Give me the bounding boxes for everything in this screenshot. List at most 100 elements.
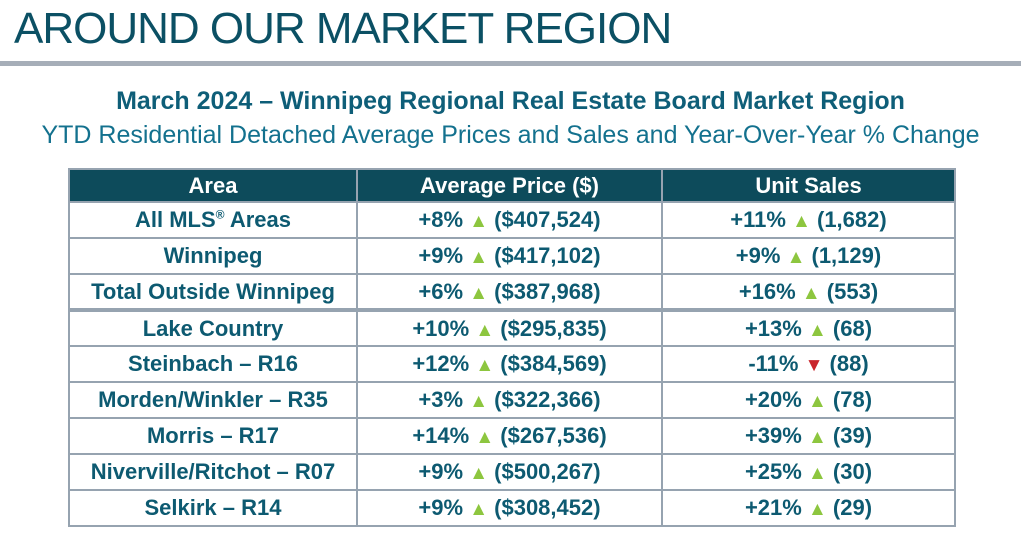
up-triangle-icon: ▲ [469, 391, 489, 412]
up-triangle-icon: ▲ [469, 499, 489, 520]
up-triangle-icon: ▲ [807, 391, 827, 412]
column-header-average-price: Average Price ($) [356, 168, 663, 203]
sales-value: (68) [832, 315, 873, 341]
column-header-unit-sales: Unit Sales [661, 168, 956, 203]
price-value: ($384,569) [500, 351, 607, 376]
sales-change: +20% [744, 387, 802, 412]
sales-change: +11% [730, 207, 786, 232]
price-cell: +6% ▲ ($387,968) [356, 273, 663, 311]
price-change: +10% [412, 315, 470, 341]
table-row: Morden/Winkler – R35 +3% ▲ ($322,366) +20%… [68, 381, 956, 419]
sales-cell: +25% ▲ (30) [661, 453, 956, 491]
up-triangle-icon: ▲ [807, 319, 827, 341]
up-triangle-icon: ▲ [807, 463, 827, 484]
sales-cell: +21% ▲ (29) [661, 489, 956, 527]
up-triangle-icon: ▲ [475, 427, 495, 448]
up-triangle-icon: ▲ [475, 319, 495, 341]
up-triangle-icon: ▲ [807, 499, 827, 520]
registered-trademark-symbol: ® [215, 207, 225, 222]
price-change: +9% [418, 243, 464, 268]
area-cell: Total Outside Winnipeg [68, 273, 358, 311]
sales-change: +16% [738, 278, 796, 304]
sales-cell: -11% ▼ (88) [661, 345, 956, 383]
sales-cell: +39% ▲ (39) [661, 417, 956, 455]
sales-cell: +9% ▲ (1,129) [661, 237, 956, 275]
price-change: +14% [412, 423, 470, 448]
up-triangle-icon: ▲ [475, 355, 495, 376]
price-cell: +8% ▲ ($407,524) [356, 201, 663, 239]
table-row: Total Outside Winnipeg +6% ▲ ($387,968) +1… [68, 273, 956, 311]
area-cell: Winnipeg [68, 237, 358, 275]
price-value: ($407,524) [494, 207, 601, 232]
price-value: ($295,835) [500, 315, 607, 341]
divider-rule [0, 61, 1021, 66]
up-triangle-icon: ▲ [801, 282, 821, 304]
price-cell: +9% ▲ ($308,452) [356, 489, 663, 527]
price-value: ($500,267) [494, 459, 601, 484]
table-row: Selkirk – R14 +9% ▲ ($308,452) +21% ▲ (29) [68, 489, 956, 527]
price-value: ($417,102) [494, 243, 601, 268]
area-cell: All MLS® Areas [68, 201, 358, 239]
price-cell: +9% ▲ ($417,102) [356, 237, 663, 275]
price-cell: +10% ▲ ($295,835) [356, 308, 663, 347]
report-title: March 2024 – Winnipeg Regional Real Esta… [116, 87, 905, 115]
area-cell: Morden/Winkler – R35 [68, 381, 358, 419]
up-triangle-icon: ▲ [786, 247, 806, 268]
price-value: ($322,366) [494, 387, 601, 412]
price-change: +9% [418, 459, 464, 484]
table-row: Steinbach – R16 +12% ▲ ($384,569) -11% ▼ (… [68, 345, 956, 383]
table-row: Lake Country +10% ▲ ($295,835) +13% ▲ (68) [68, 308, 956, 347]
up-triangle-icon: ▲ [469, 247, 489, 268]
sales-change: +21% [744, 495, 802, 520]
price-value: ($308,452) [494, 495, 601, 520]
price-value: ($267,536) [500, 423, 607, 448]
price-cell: +12% ▲ ($384,569) [356, 345, 663, 383]
sales-change: +39% [744, 423, 802, 448]
sales-value: (553) [826, 278, 879, 304]
price-change: +9% [418, 495, 464, 520]
sales-value: (1,129) [811, 243, 882, 268]
sales-value: (88) [829, 351, 869, 376]
sales-value: (1,682) [817, 207, 887, 232]
sales-cell: +11% ▲ (1,682) [661, 201, 956, 239]
price-cell: +3% ▲ ($322,366) [356, 381, 663, 419]
table-row: Winnipeg +9% ▲ ($417,102) +9% ▲ (1,129) [68, 237, 956, 275]
sales-value: (78) [832, 387, 873, 412]
page-title: AROUND OUR MARKET REGION [14, 4, 672, 53]
sales-cell: +20% ▲ (78) [661, 381, 956, 419]
sales-change: -11% [748, 351, 799, 376]
area-cell: Selkirk – R14 [68, 489, 358, 527]
market-region-table: Area Average Price ($) Unit Sales All ML… [68, 168, 956, 527]
sales-value: (39) [832, 423, 873, 448]
price-change: +12% [412, 351, 470, 376]
sales-value: (30) [832, 459, 873, 484]
table-header-row: Area Average Price ($) Unit Sales [68, 168, 956, 203]
sales-change: +25% [744, 459, 802, 484]
table-row: Morris – R17 +14% ▲ ($267,536) +39% ▲ (39) [68, 417, 956, 455]
down-triangle-icon: ▼ [804, 355, 824, 376]
price-value: ($387,968) [494, 278, 601, 304]
table-body: All MLS® Areas +8% ▲ ($407,524) +11% ▲ (1,… [68, 201, 956, 527]
column-header-area: Area [68, 168, 358, 203]
area-cell: Niverville/Ritchot – R07 [68, 453, 358, 491]
area-cell: Steinbach – R16 [68, 345, 358, 383]
price-change: +6% [418, 278, 464, 304]
price-change: +3% [418, 387, 464, 412]
up-triangle-icon: ▲ [469, 282, 489, 304]
sales-cell: +16% ▲ (553) [661, 273, 956, 311]
sales-cell: +13% ▲ (68) [661, 308, 956, 347]
area-cell: Morris – R17 [68, 417, 358, 455]
price-cell: +9% ▲ ($500,267) [356, 453, 663, 491]
up-triangle-icon: ▲ [807, 427, 827, 448]
sales-change: +13% [744, 315, 802, 341]
up-triangle-icon: ▲ [469, 463, 489, 484]
slide: AROUND OUR MARKET REGION March 2024 – Wi… [0, 7, 1021, 527]
price-change: +8% [418, 207, 464, 232]
up-triangle-icon: ▲ [792, 211, 811, 232]
table-row: All MLS® Areas +8% ▲ ($407,524) +11% ▲ (1,… [68, 201, 956, 239]
report-subtitle: YTD Residential Detached Average Prices … [41, 121, 980, 149]
area-cell: Lake Country [68, 308, 358, 347]
sales-value: (29) [832, 495, 873, 520]
up-triangle-icon: ▲ [469, 211, 489, 232]
sales-change: +9% [735, 243, 781, 268]
